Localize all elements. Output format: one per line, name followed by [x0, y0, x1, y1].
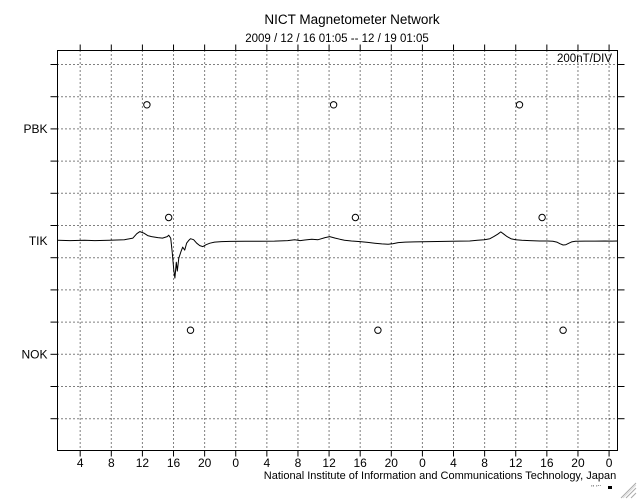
x-tick-label: 20 [571, 456, 585, 470]
x-tick-label: 20 [198, 456, 212, 470]
tik-trace [57, 231, 618, 279]
x-tick-label: 4 [77, 456, 84, 470]
fine-print: ,, ,.. [591, 482, 602, 488]
data-marker-tik [351, 213, 360, 222]
institute-caption: National Institute of Information and Co… [263, 470, 617, 482]
data-marker-nok [559, 326, 567, 334]
x-tick-label: 8 [295, 456, 302, 470]
x-tick-label: 8 [108, 456, 115, 470]
x-tick-label: 20 [385, 456, 399, 470]
x-tick-label: 16 [354, 456, 368, 470]
chart-title: NICT Magnetometer Network [264, 12, 440, 27]
data-marker-pbk [515, 101, 524, 109]
station-label-tik: TIK [29, 234, 48, 248]
x-tick-label: 0 [232, 456, 239, 470]
data-marker-nok [186, 326, 195, 334]
station-label-pbk: PBK [23, 122, 47, 136]
x-tick-label: 12 [136, 456, 150, 470]
x-tick-label: 4 [264, 456, 271, 470]
x-tick-label: 12 [322, 456, 336, 470]
x-tick-label: 4 [450, 456, 457, 470]
data-marker-pbk [143, 101, 151, 109]
x-tick-label: 12 [509, 456, 523, 470]
scale-per-division-label: 200nT/DIV [557, 53, 612, 65]
x-tick-label: 16 [540, 456, 554, 470]
x-tick-label: 0 [419, 456, 426, 470]
plot-border [57, 50, 618, 451]
station-label-nok: NOK [21, 347, 47, 361]
chart-date-range: 2009 / 12 / 16 01:05 -- 12 / 19 01:05 [245, 33, 429, 45]
fine-print-square [608, 486, 612, 489]
data-marker-tik [165, 213, 173, 222]
data-marker-tik [538, 213, 546, 222]
resize-grip-icon[interactable] [618, 481, 638, 499]
x-tick-label: 0 [606, 456, 613, 470]
data-marker-nok [374, 326, 382, 334]
data-marker-pbk [329, 101, 338, 109]
x-tick-label: 8 [481, 456, 488, 470]
x-tick-label: 16 [167, 456, 181, 470]
